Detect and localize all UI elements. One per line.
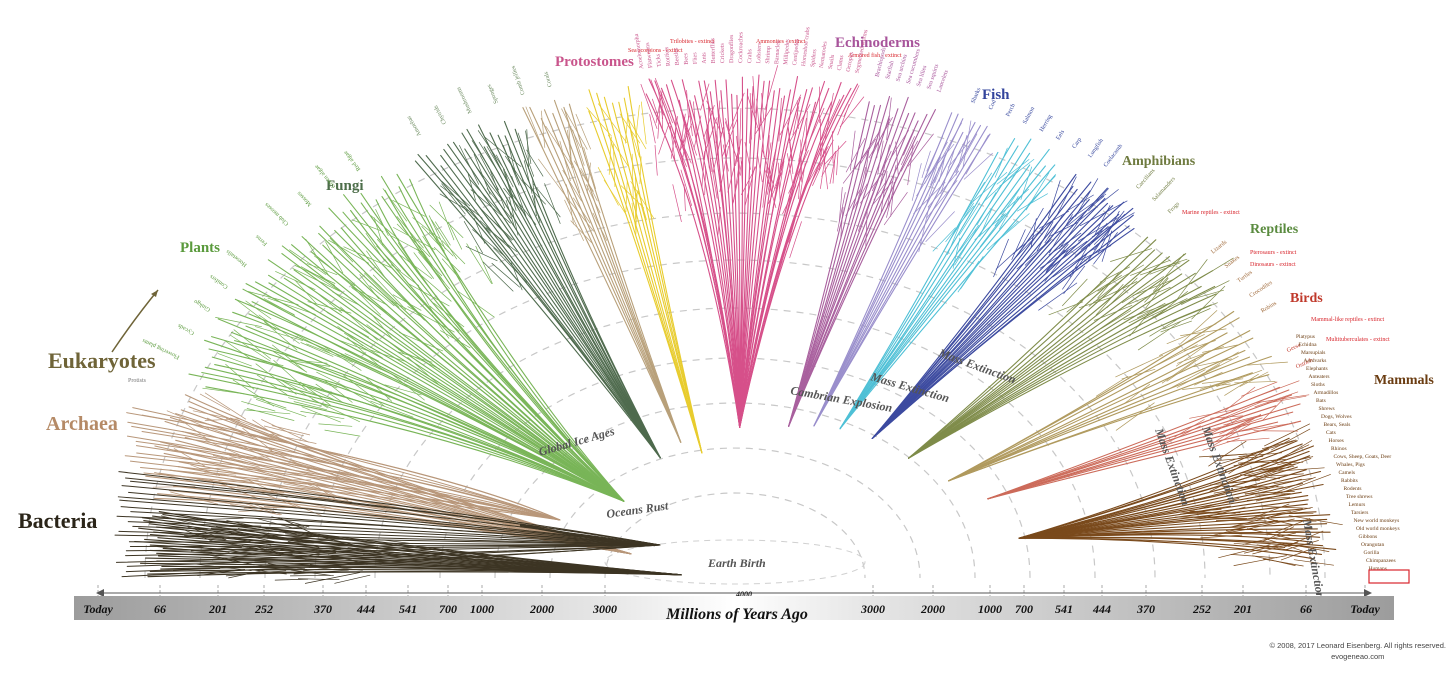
axis-tick-right: 201 bbox=[1233, 602, 1252, 616]
axis-tick-left: 541 bbox=[399, 602, 417, 616]
axis-tick-left: Today bbox=[83, 602, 113, 616]
axis-tick-right: 444 bbox=[1092, 602, 1111, 616]
axis-tick-left: 1000 bbox=[470, 602, 494, 616]
copyright-block: © 2008, 2017 Leonard Eisenberg. All righ… bbox=[1270, 640, 1446, 662]
axis-tick-left: 252 bbox=[254, 602, 273, 616]
axis-tick-right: 700 bbox=[1015, 602, 1033, 616]
axis-tick-left: 444 bbox=[356, 602, 375, 616]
axis-tick-right: Today bbox=[1350, 602, 1380, 616]
axis-tick-left: 700 bbox=[439, 602, 457, 616]
axis-tick-left: 66 bbox=[154, 602, 166, 616]
axis-tick-right: 3000 bbox=[860, 602, 885, 616]
axis-title: Millions of Years Ago bbox=[665, 606, 808, 623]
axis-tick-left: 2000 bbox=[529, 602, 554, 616]
axis-tick-right: 66 bbox=[1300, 602, 1312, 616]
axis-tick-right: 1000 bbox=[978, 602, 1002, 616]
axis-tick-right: 2000 bbox=[920, 602, 945, 616]
axis-tick-right: 541 bbox=[1055, 602, 1073, 616]
axis-tick-right: 370 bbox=[1136, 602, 1155, 616]
axis-tick-right: 252 bbox=[1192, 602, 1211, 616]
axis-tick-left: 201 bbox=[208, 602, 227, 616]
copyright-line: © 2008, 2017 Leonard Eisenberg. All righ… bbox=[1270, 640, 1446, 651]
axis-tick-left: 370 bbox=[313, 602, 332, 616]
axis-tick-left: 3000 bbox=[592, 602, 617, 616]
website-line: evogeneao.com bbox=[1270, 651, 1446, 662]
